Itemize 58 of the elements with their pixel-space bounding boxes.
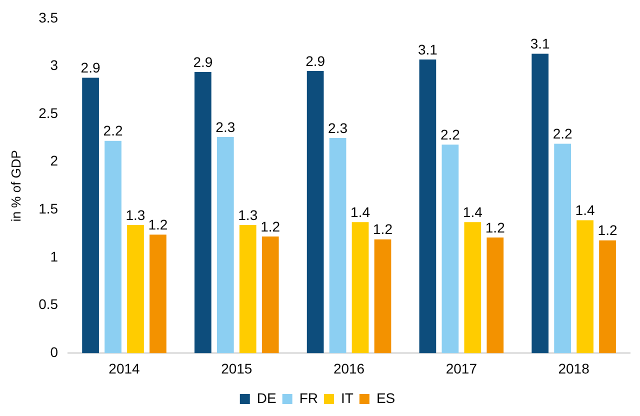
legend-label: FR <box>299 390 318 406</box>
data-label: 2.9 <box>306 52 326 69</box>
data-label: 1.3 <box>238 206 258 223</box>
y-tick-label: 3 <box>50 57 58 74</box>
bar <box>150 234 166 354</box>
data-label: 2.2 <box>552 126 573 142</box>
data-label: 1.2 <box>598 222 618 238</box>
data-label: 2.2 <box>103 122 123 139</box>
x-tick-label: 2018 <box>558 360 590 376</box>
bar <box>419 60 436 354</box>
data-label: 3.1 <box>530 36 550 52</box>
bar <box>576 220 594 354</box>
legend-label: IT <box>340 390 354 406</box>
bar <box>82 78 99 354</box>
y-tick-label: 2 <box>50 152 58 169</box>
data-label: 3.1 <box>418 41 438 58</box>
bar <box>374 239 392 354</box>
x-tick-label: 2014 <box>108 360 140 376</box>
bar <box>239 225 256 354</box>
data-label: 2.9 <box>193 54 213 70</box>
bar <box>104 140 122 354</box>
bar <box>532 54 549 354</box>
y-tick-label: 0 <box>50 344 58 360</box>
data-label: 1.2 <box>148 216 168 232</box>
bar <box>194 72 212 354</box>
bar <box>306 71 324 354</box>
bar <box>329 138 346 354</box>
legend-label: DE <box>256 390 276 406</box>
y-tick-label: 2.5 <box>38 104 58 121</box>
data-label: 1.2 <box>260 218 280 234</box>
bar <box>442 144 459 354</box>
y-axis-title: in % of GDP <box>8 150 24 222</box>
data-label: 2.3 <box>216 118 236 135</box>
data-label: 1.4 <box>462 204 483 220</box>
x-tick-label: 2015 <box>221 360 252 376</box>
x-tick-label: 2016 <box>333 360 365 376</box>
data-label: 1.2 <box>485 219 506 236</box>
data-label: 1.3 <box>126 206 146 223</box>
bar <box>486 237 504 354</box>
y-tick-label: 3.5 <box>38 9 58 26</box>
data-label: 1.2 <box>373 221 393 238</box>
y-tick-label: 1.5 <box>38 200 58 217</box>
bar <box>216 137 234 354</box>
bar <box>262 236 279 354</box>
x-tick-label: 2017 <box>446 360 478 376</box>
y-tick-label: 1 <box>50 248 58 264</box>
bar <box>554 144 571 354</box>
legend-label: ES <box>376 390 396 406</box>
data-label: 2.3 <box>328 120 348 136</box>
bar <box>599 240 616 354</box>
y-tick-label: 0.5 <box>38 296 58 312</box>
data-label: 1.4 <box>350 204 370 220</box>
data-label: 1.4 <box>575 202 595 218</box>
bar <box>464 222 482 354</box>
bar <box>352 222 369 354</box>
bar <box>127 225 144 354</box>
data-label: 2.9 <box>80 60 100 76</box>
data-label: 2.2 <box>440 126 460 143</box>
